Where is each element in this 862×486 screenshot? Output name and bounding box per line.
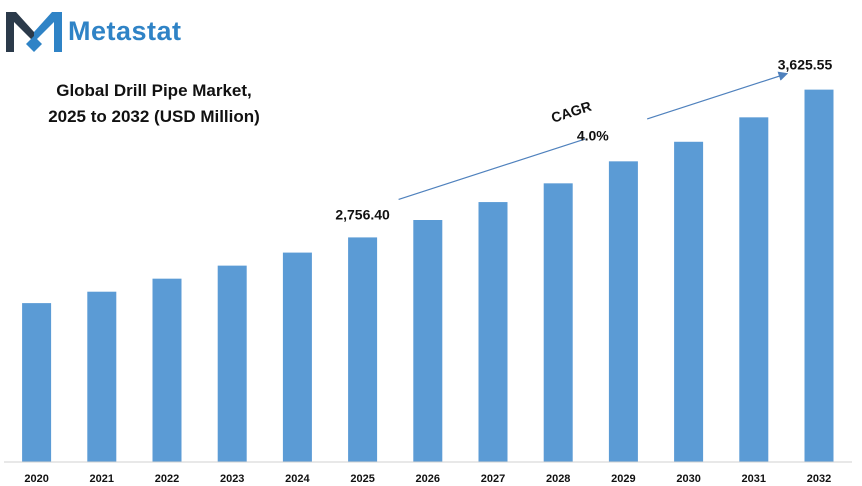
data-labels: 2,756.40 3,625.55 — [335, 57, 832, 223]
chart-title-line-2: 2025 to 2032 (USD Million) — [48, 107, 260, 126]
bar-2029 — [608, 161, 638, 463]
x-tick-label-2031: 2031 — [742, 473, 766, 485]
bar-2025 — [348, 237, 378, 462]
bar-2023 — [217, 265, 247, 462]
cagr-annotation: CAGR 4.0% — [398, 71, 789, 200]
x-tick-label-2026: 2026 — [416, 473, 440, 485]
bar-2032 — [804, 89, 834, 462]
cagr-value: 4.0% — [577, 128, 609, 144]
bar-2020 — [22, 303, 52, 462]
x-tick-label-2027: 2027 — [481, 473, 505, 485]
x-tick-label-2032: 2032 — [807, 473, 831, 485]
brand-name: Metastat — [68, 16, 182, 46]
x-tick-label-2021: 2021 — [90, 473, 114, 485]
bar-2021 — [87, 291, 117, 462]
logo-mark-right — [34, 12, 62, 52]
logo-mark-left — [6, 12, 34, 52]
bar-2027 — [478, 202, 508, 462]
logo-mark-center — [26, 36, 42, 52]
data-label-2032: 3,625.55 — [778, 57, 833, 73]
x-tick-label-2023: 2023 — [220, 473, 244, 485]
x-tick-label-2030: 2030 — [676, 473, 700, 485]
cagr-arrow-line-end — [646, 71, 789, 120]
x-tick-label-2022: 2022 — [155, 473, 179, 485]
bar-2030 — [674, 141, 704, 462]
chart-title: Global Drill Pipe Market, 2025 to 2032 (… — [18, 78, 290, 130]
cagr-label: CAGR — [549, 98, 593, 126]
cagr-arrow-line-start — [398, 138, 586, 200]
bar-2022 — [152, 278, 182, 462]
x-tick-label-2028: 2028 — [546, 473, 570, 485]
metastat-logo-icon — [6, 12, 62, 52]
x-tick-label-2025: 2025 — [350, 473, 374, 485]
data-label-2025: 2,756.40 — [335, 206, 390, 222]
x-tick-label-2029: 2029 — [611, 473, 635, 485]
bar-2024 — [282, 252, 312, 462]
bar-2028 — [543, 183, 573, 463]
x-tick-label-2024: 2024 — [285, 473, 310, 485]
x-axis-tick-labels: 2020 2021 2022 2023 2024 2025 2026 2027 2028 2029… — [24, 473, 831, 485]
bar-2026 — [413, 220, 443, 462]
x-tick-label-2020: 2020 — [24, 473, 48, 485]
bar-2031 — [739, 117, 769, 462]
chart-title-line-1: Global Drill Pipe Market, — [56, 81, 252, 100]
bar-series — [22, 89, 834, 463]
